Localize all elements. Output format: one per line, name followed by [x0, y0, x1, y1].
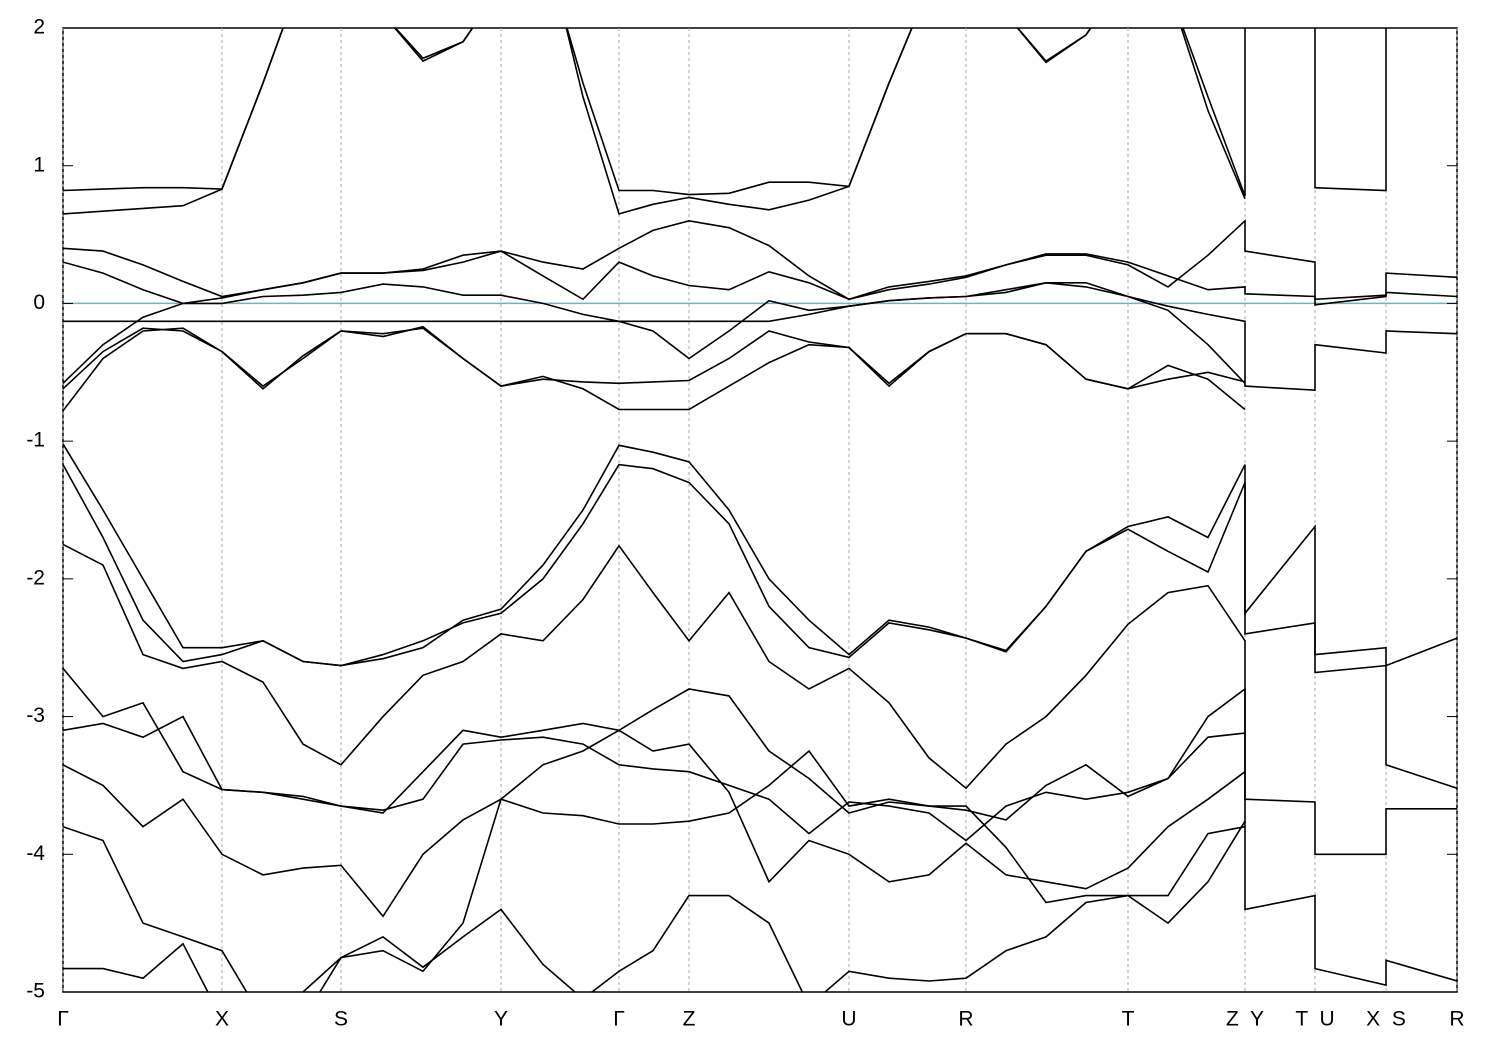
bands: [63, 28, 1457, 992]
x-tick-label: R: [1449, 1008, 1464, 1031]
band-line: [63, 28, 1387, 197]
band-line: [63, 281, 1457, 392]
y-tick-label: 2: [33, 16, 45, 39]
y-tick-label: -2: [26, 566, 45, 589]
y-tick-label: -5: [26, 980, 45, 1003]
band-line: [63, 543, 1457, 856]
band-line: [63, 667, 1457, 987]
x-tick-label: Γ: [57, 1008, 69, 1031]
band-line: [63, 28, 1246, 215]
y-tick-label: 1: [33, 153, 45, 176]
x-tick-label: Z Y: [1226, 1008, 1264, 1031]
x-tick-label: U: [841, 1008, 856, 1031]
x-tick-label: R: [958, 1008, 973, 1031]
x-tick-label: X S: [1366, 1008, 1406, 1031]
band-line: [63, 327, 1246, 412]
x-tick-label: T U: [1295, 1008, 1334, 1031]
x-tick-label: Y: [494, 1008, 508, 1031]
axes: -5 -4 -3 -2 -1 0 1 2 Γ X S Y Γ Z U R T Z Y T U X S R: [26, 16, 1464, 1031]
band-line: [63, 820, 1246, 992]
band-line: [63, 749, 1246, 992]
y-tick-label: 0: [33, 291, 45, 314]
y-tick-label: -1: [26, 429, 45, 452]
x-tick-label: Z: [683, 1008, 696, 1031]
x-tick-label: T: [1122, 1008, 1135, 1031]
band-line: [63, 250, 1457, 306]
x-tick-label: Γ: [613, 1008, 625, 1031]
band-line: [63, 729, 1246, 918]
plot-frame: [62, 27, 1458, 993]
y-tick-label: -4: [26, 842, 45, 865]
x-tick-label: X: [215, 1008, 229, 1031]
band-line: [63, 463, 1457, 789]
band-line: [63, 282, 1246, 384]
y-tick-label: -3: [26, 704, 45, 727]
x-tick-label: S: [334, 1008, 348, 1031]
band-line: [63, 715, 1246, 842]
